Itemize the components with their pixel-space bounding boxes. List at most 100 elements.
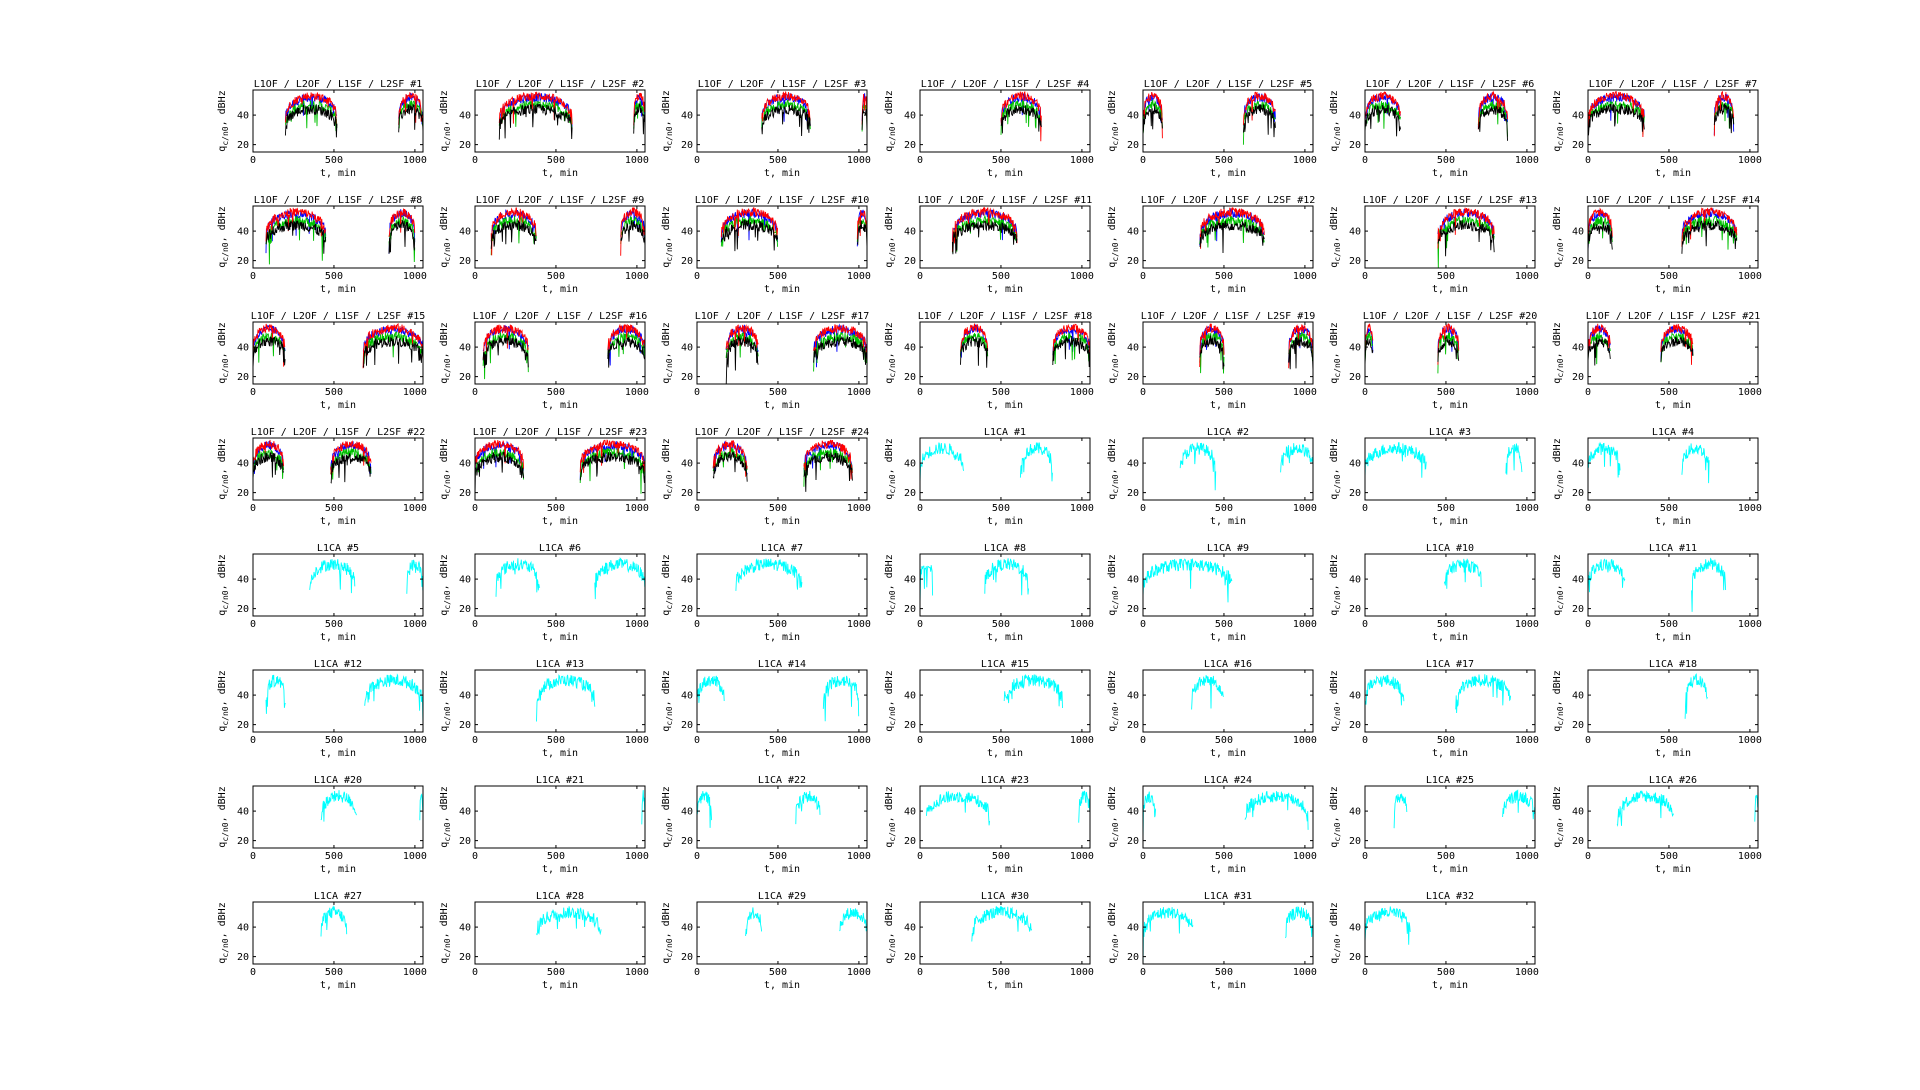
subplot-title: L1CA #2 (1207, 427, 1249, 438)
y-axis-label: qc/n0, dBHz (661, 90, 674, 151)
series-l1sf-pass-1 (253, 449, 285, 479)
series-l1sf-pass-2 (856, 219, 867, 242)
series-l2of-pass-1 (1199, 323, 1225, 368)
series-l1ca-pass-1 (1365, 674, 1405, 706)
subplot-19: 0 500 1000 20 40 L1OF / L2OF / L1SF / L2SF #1… (1107, 311, 1317, 411)
subplot-title: L1CA #11 (1649, 543, 1697, 554)
x-tick-label: 1000 (1070, 967, 1094, 978)
plot-area (920, 670, 1090, 732)
y-tick-label: 40 (1572, 111, 1584, 122)
x-axis-label: t, min (987, 632, 1023, 643)
x-tick-label: 500 (1660, 387, 1678, 398)
series-group (320, 790, 423, 822)
subplot-9: 0 500 1000 20 40 L1OF / L2OF / L1SF / L2SF #9… (439, 195, 649, 295)
x-tick-label: 500 (547, 967, 565, 978)
x-tick-label: 500 (1437, 735, 1455, 746)
x-tick-label: 1000 (847, 735, 871, 746)
y-tick-label: 20 (459, 488, 471, 499)
series-l1ca-pass-1 (1143, 557, 1233, 603)
x-axis-label: t, min (320, 284, 356, 295)
axes-frame (696, 901, 868, 965)
subplot-30: 0 500 1000 20 40 L1CA #6 t, min qc/n0, dBHz (439, 543, 649, 643)
axes-frame (1364, 437, 1536, 501)
y-axis-label: qc/n0, dBHz (1329, 554, 1342, 615)
x-tick-label: 1000 (1070, 851, 1094, 862)
y-tick-label: 40 (904, 923, 916, 934)
x-axis-label: t, min (1655, 864, 1691, 875)
x-tick-label: 500 (1215, 387, 1233, 398)
y-axis-label: qc/n0, dBHz (1329, 322, 1342, 383)
y-tick-label: 20 (1572, 720, 1584, 731)
y-axis-label: qc/n0, dBHz (661, 902, 674, 963)
y-tick-label: 40 (237, 923, 249, 934)
x-axis-label: t, min (764, 748, 800, 759)
y-axis-label: qc/n0, dBHz (1552, 322, 1565, 383)
subplot-title: L1CA #9 (1207, 543, 1249, 554)
subplot-29: 0 500 1000 20 40 L1CA #5 t, min qc/n0, dBHz (217, 543, 427, 643)
series-l2sf-pass-1 (720, 218, 779, 252)
series-l2sf-pass-1 (490, 220, 537, 249)
series-l1ca-pass-1 (320, 905, 348, 937)
plot-area (1365, 902, 1535, 964)
series-l2of-pass-2 (620, 206, 645, 256)
plot-area (253, 90, 423, 152)
series-l2sf-pass-1 (253, 452, 285, 479)
subplot-40: 0 500 1000 20 40 L1CA #16 t, min qc/n0, dBHz (1107, 659, 1317, 759)
subplot-7: 0 500 1000 20 40 L1OF / L2OF / L1SF / L2SF #7… (1552, 79, 1762, 179)
y-axis-label: qc/n0, dBHz (1107, 438, 1120, 499)
y-axis-label: qc/n0, dBHz (439, 206, 452, 267)
series-l1ca-pass-1 (265, 674, 286, 714)
y-axis-label: qc/n0, dBHz (661, 438, 674, 499)
x-tick-label: 1000 (403, 387, 427, 398)
y-axis-label: qc/n0, dBHz (217, 90, 230, 151)
x-tick-label: 500 (1437, 967, 1455, 978)
series-l2sf-pass-1 (1588, 336, 1611, 366)
y-tick-label: 40 (681, 807, 693, 818)
subplot-title: L1CA #14 (758, 659, 806, 670)
y-tick-label: 20 (1349, 140, 1361, 151)
y-axis-label: qc/n0, dBHz (217, 438, 230, 499)
subplot-title: L1OF / L2OF / L1SF / L2SF #3 (698, 79, 867, 90)
x-axis-label: t, min (764, 632, 800, 643)
series-l2sf-pass-1 (1588, 103, 1645, 136)
x-tick-label: 0 (917, 967, 923, 978)
subplot-17: 0 500 1000 20 40 L1OF / L2OF / L1SF / L2SF #1… (661, 311, 871, 411)
y-axis-label: qc/n0, dBHz (1329, 670, 1342, 731)
subplot-title: L1CA #6 (539, 543, 581, 554)
series-l1ca-pass-2 (419, 793, 423, 821)
y-tick-label: 20 (459, 720, 471, 731)
y-tick-label: 40 (237, 807, 249, 818)
x-tick-label: 0 (1362, 271, 1368, 282)
plot-area (697, 670, 867, 732)
x-axis-label: t, min (542, 980, 578, 991)
axes-frame (919, 669, 1091, 733)
x-axis-label: t, min (542, 400, 578, 411)
axes-frame (919, 785, 1091, 849)
series-l2sf-pass-2 (607, 337, 645, 368)
x-tick-label: 500 (1215, 619, 1233, 630)
subplot-23: 0 500 1000 20 40 L1OF / L2OF / L1SF / L2SF #2… (439, 427, 649, 527)
subplot-title: L1OF / L2OF / L1SF / L2SF #18 (918, 311, 1093, 322)
series-group (920, 442, 1053, 483)
x-tick-label: 1000 (1293, 271, 1317, 282)
x-axis-label: t, min (1210, 864, 1246, 875)
subplot-13: 0 500 1000 20 40 L1OF / L2OF / L1SF / L2SF #1… (1329, 195, 1539, 295)
series-l2of-pass-2 (362, 322, 423, 369)
series-l1ca-pass-1 (641, 790, 645, 825)
x-axis-label: t, min (1210, 168, 1246, 179)
x-tick-label: 0 (1140, 735, 1146, 746)
x-tick-label: 0 (1585, 735, 1591, 746)
subplot-title: L1OF / L2OF / L1SF / L2SF #13 (1363, 195, 1538, 206)
x-tick-label: 0 (472, 271, 478, 282)
y-tick-label: 20 (904, 720, 916, 731)
axes-frame (919, 321, 1091, 385)
series-l2sf-pass-2 (362, 335, 423, 368)
subplot-49: 0 500 1000 20 40 L1CA #26 t, min qc/n0, dBHz (1552, 775, 1762, 875)
subplot-52: 0 500 1000 20 40 L1CA #29 t, min qc/n0, dBHz (661, 891, 871, 991)
axes-frame (1364, 669, 1536, 733)
subplot-title: L1OF / L2OF / L1SF / L2SF #11 (918, 195, 1093, 206)
subplot-32: 0 500 1000 20 40 L1CA #8 t, min qc/n0, dBHz (884, 543, 1094, 643)
y-axis-label: qc/n0, dBHz (884, 786, 897, 847)
x-axis-label: t, min (1210, 748, 1246, 759)
